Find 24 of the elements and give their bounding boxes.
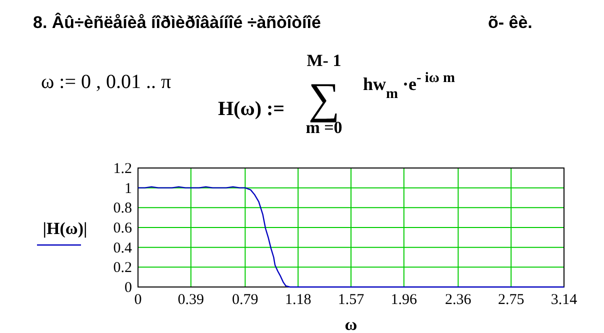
y-tick-label: 1.2 <box>113 161 132 177</box>
x-tick-label: 2.75 <box>498 292 524 308</box>
chart-title: 8. Âû÷èñëåíèå íîðìèðîâàííîé ÷àñòîòíîé <box>33 12 321 32</box>
x-tick-label: 1.18 <box>284 292 312 308</box>
chart-subtitle: õ- êè. <box>488 13 532 32</box>
text: ω := 0 , 0.01 .. π <box>41 71 172 93</box>
x-tick-label: 3.14 <box>550 292 578 308</box>
text: hw$_{m}$ ·e$^{- iω m}$ <box>363 70 456 102</box>
y-tick-label: 0 <box>124 280 132 296</box>
y-tick-label: 0.4 <box>113 240 132 256</box>
x-tick-label: 1.96 <box>390 292 418 308</box>
y-tick-label: 0.2 <box>113 260 132 276</box>
text: M- 1 <box>306 51 342 70</box>
y-tick-label: 0.8 <box>113 200 132 217</box>
x-tick-label: 0.79 <box>232 292 258 308</box>
y-tick-label: 0.6 <box>113 220 132 236</box>
y-tick-label: 1 <box>124 180 132 197</box>
x-axis-title: ω <box>344 315 358 333</box>
x-tick-label: 2.36 <box>445 292 472 308</box>
x-tick-label: 1.57 <box>338 292 365 308</box>
y-axis-title: |H(ω)| <box>42 219 88 238</box>
x-tick-label: 0.39 <box>178 292 204 308</box>
line-series <box>137 186 565 288</box>
text: H(ω) := <box>218 98 285 120</box>
